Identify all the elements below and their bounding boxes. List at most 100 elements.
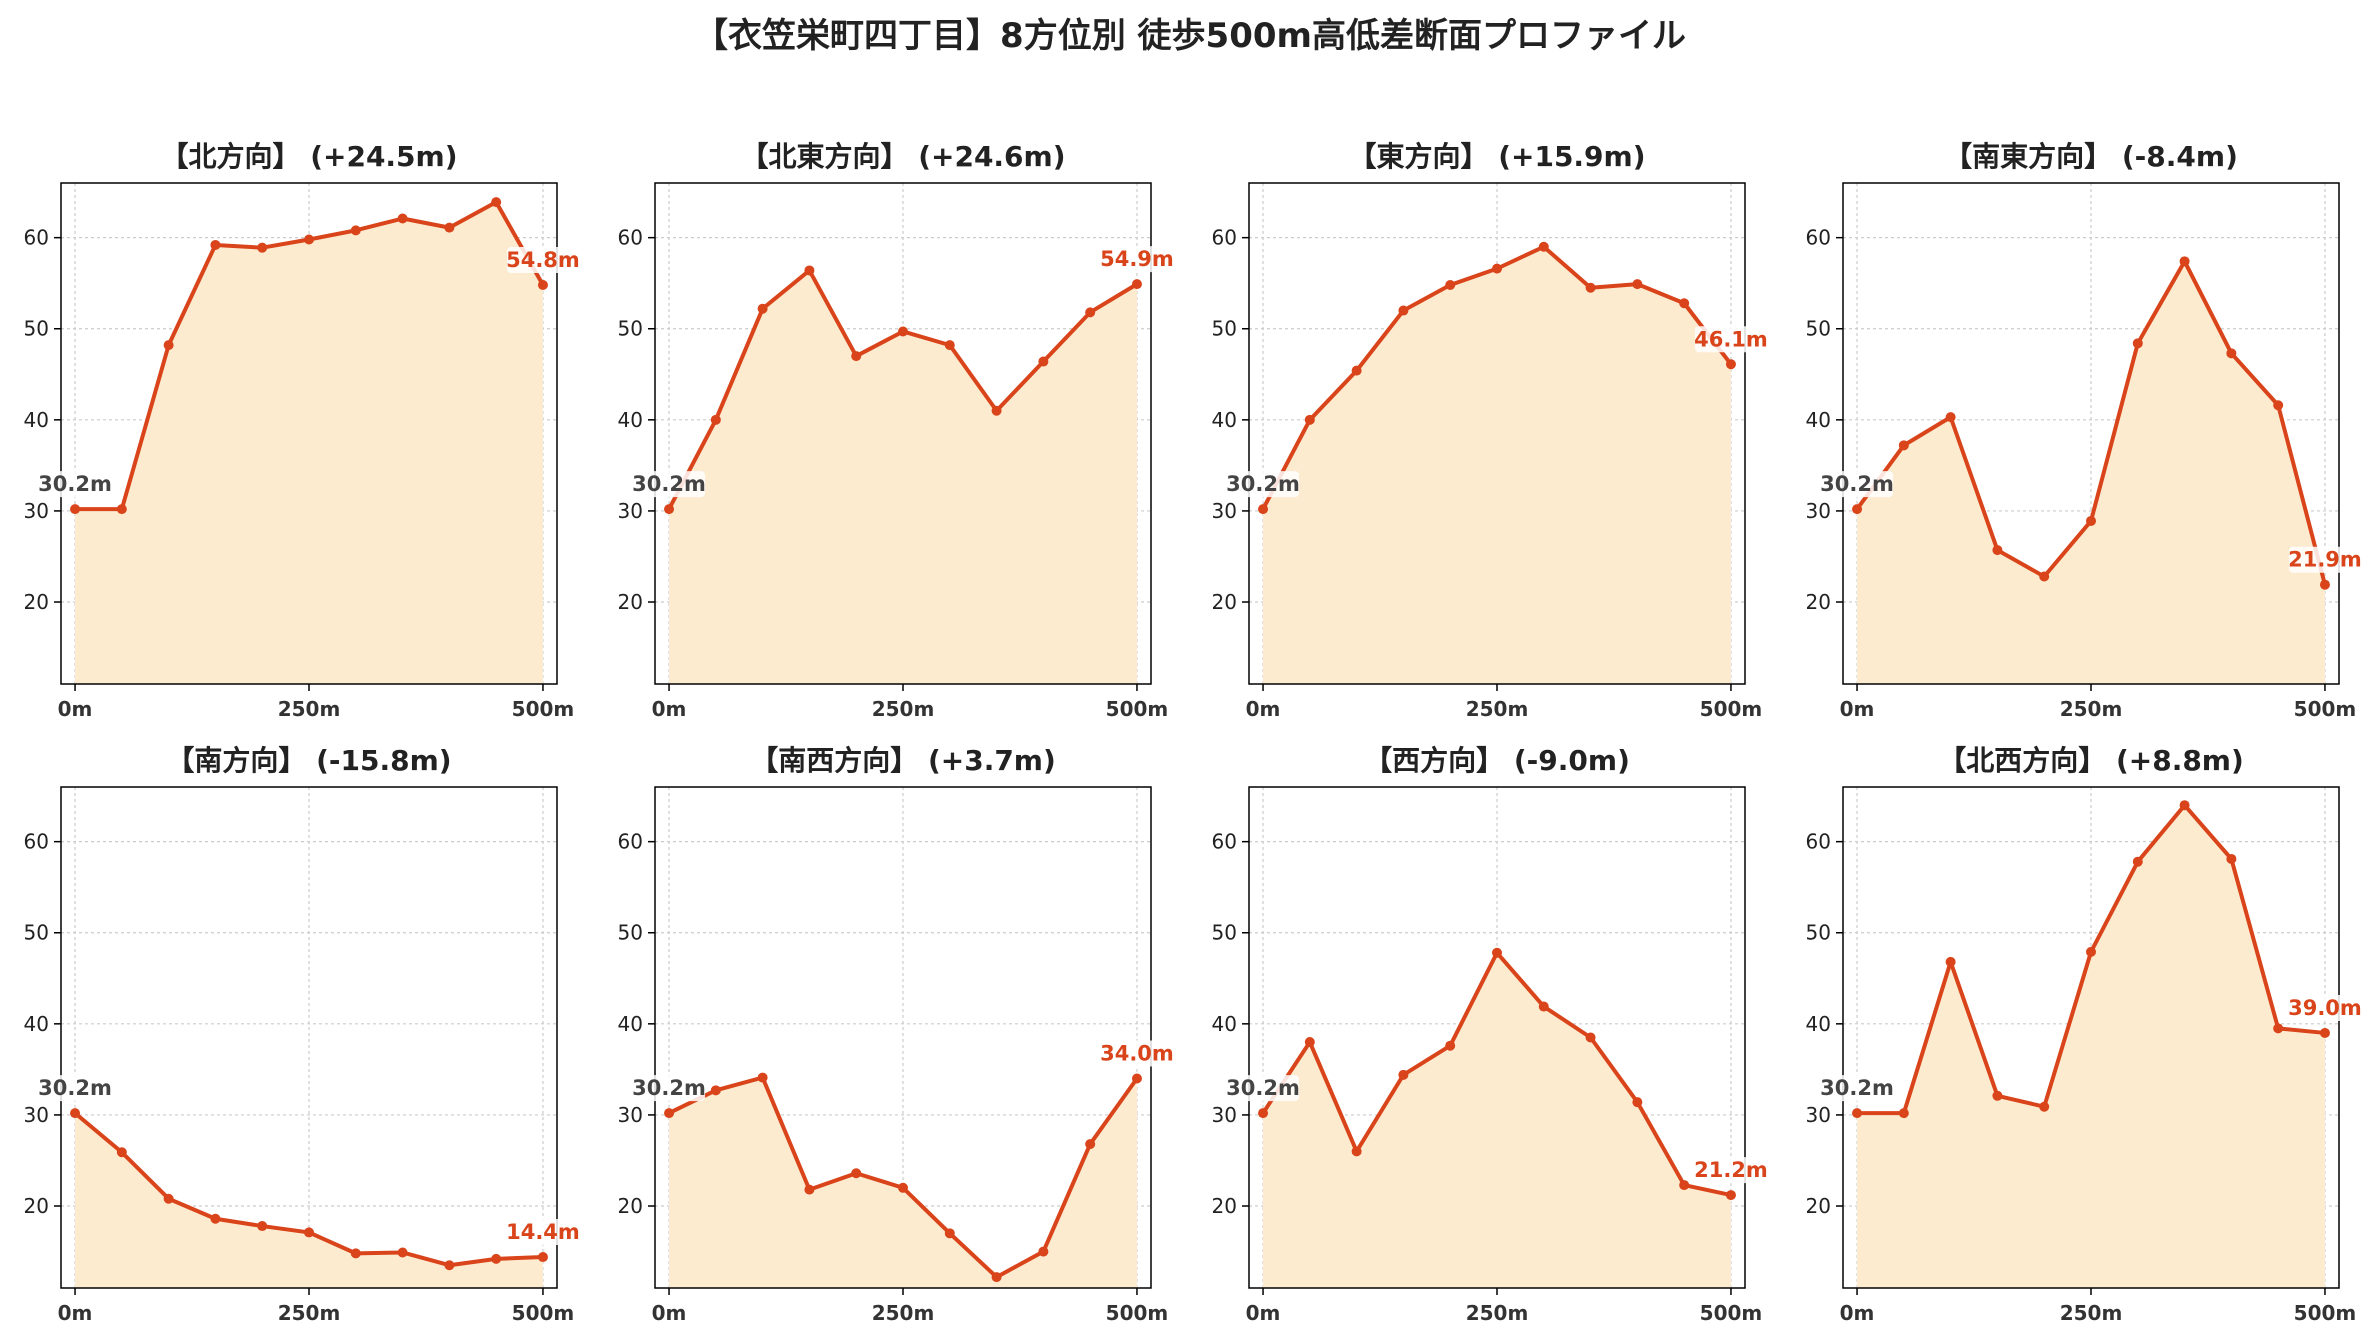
chart-panel-7: 【北西方向】 (+8.8m) 20 30 40 50 60 0m 250m 500m 30.2m 3… [1806, 744, 2362, 1325]
y-tick-label: 50 [24, 921, 49, 945]
data-point [2226, 853, 2237, 864]
start-label: 30.2m [1226, 1076, 1300, 1100]
x-tick-label: 250m [872, 697, 935, 721]
x-tick-label: 0m [58, 1301, 93, 1325]
data-point [1038, 1246, 1049, 1257]
area-fill [1263, 246, 1731, 684]
y-tick-label: 50 [1806, 317, 1831, 341]
data-point [1398, 305, 1409, 316]
chart-panel-0: 【北方向】 (+24.5m) 20 30 40 50 60 0m 250m 500m 30.2m 5… [24, 140, 580, 721]
y-tick-label: 20 [618, 590, 643, 614]
data-point [991, 1272, 1002, 1283]
x-tick-label: 0m [1246, 697, 1281, 721]
data-point [257, 1221, 268, 1232]
start-label: 30.2m [632, 472, 706, 496]
y-tick-label: 40 [618, 408, 643, 432]
area-fill [669, 1077, 1137, 1288]
data-point [444, 1260, 455, 1271]
data-point [1492, 947, 1502, 958]
data-point [1304, 414, 1315, 425]
data-point [491, 1253, 502, 1264]
panel-title: 【東方向】 (+15.9m) [1348, 140, 1645, 173]
data-point [1398, 1069, 1409, 1080]
panel-title: 【南西方向】 (+3.7m) [750, 744, 1056, 777]
data-point [2086, 515, 2096, 526]
data-point [1725, 1190, 1736, 1201]
data-point [304, 1227, 314, 1238]
data-point [537, 1252, 548, 1263]
area-fill [75, 1113, 543, 1288]
data-point [1258, 504, 1269, 515]
y-tick-label: 40 [618, 1012, 643, 1036]
data-point [350, 225, 361, 236]
data-point [70, 504, 81, 515]
x-tick-label: 500m [512, 1301, 575, 1325]
data-point [304, 234, 314, 245]
data-point [1258, 1108, 1269, 1119]
data-point [257, 242, 268, 253]
y-tick-label: 30 [618, 499, 643, 523]
data-point [851, 351, 862, 362]
data-point [163, 1193, 174, 1204]
y-tick-label: 50 [1212, 317, 1237, 341]
start-label-bg [39, 1075, 112, 1102]
panel-title: 【南方向】 (-15.8m) [166, 744, 451, 777]
start-label: 30.2m [1226, 472, 1300, 496]
x-tick-label: 500m [1700, 697, 1763, 721]
start-label: 30.2m [38, 472, 112, 496]
data-point [2179, 256, 2190, 267]
data-point [1131, 279, 1142, 290]
data-point [898, 326, 908, 337]
y-tick-label: 30 [1806, 499, 1831, 523]
y-tick-label: 40 [24, 1012, 49, 1036]
data-point [1632, 1097, 1643, 1108]
x-tick-label: 250m [278, 697, 341, 721]
data-point [1992, 1090, 2003, 1101]
data-point [1538, 1001, 1549, 1012]
data-point [1898, 1108, 1909, 1119]
data-point [163, 340, 174, 351]
x-tick-label: 500m [1700, 1301, 1763, 1325]
data-point [1351, 365, 1362, 376]
chart-panel-1: 【北東方向】 (+24.6m) 20 30 40 50 60 0m 250m 500m 30.2m… [618, 140, 1174, 721]
start-label-bg [39, 471, 112, 498]
data-point [710, 1085, 721, 1096]
data-point [116, 1147, 127, 1158]
end-label: 54.8m [506, 248, 580, 272]
y-tick-label: 60 [1806, 226, 1831, 250]
x-tick-label: 250m [278, 1301, 341, 1325]
data-point [664, 504, 675, 515]
data-point [1445, 280, 1456, 291]
data-point [116, 504, 127, 515]
y-tick-label: 30 [618, 1103, 643, 1127]
y-tick-label: 60 [24, 226, 49, 250]
y-tick-label: 50 [24, 317, 49, 341]
data-point [1852, 1108, 1863, 1119]
x-tick-label: 250m [2060, 697, 2123, 721]
chart-panel-5: 【南西方向】 (+3.7m) 20 30 40 50 60 0m 250m 500m 30.2m 3… [618, 744, 1174, 1325]
y-tick-label: 40 [24, 408, 49, 432]
x-tick-label: 250m [1466, 1301, 1529, 1325]
x-tick-label: 0m [1246, 1301, 1281, 1325]
start-label-bg [1227, 471, 1300, 498]
data-point [944, 340, 955, 351]
data-point [350, 1248, 361, 1259]
data-point [2039, 1101, 2050, 1112]
data-point [70, 1108, 81, 1119]
y-tick-label: 60 [618, 226, 643, 250]
area-fill [1857, 805, 2325, 1288]
figure-title: 【衣笠栄町四丁目】8方位別 徒歩500m高低差断面プロファイル [694, 16, 1686, 56]
y-tick-label: 50 [618, 317, 643, 341]
x-tick-label: 250m [872, 1301, 935, 1325]
data-point [2132, 338, 2143, 349]
area-fill [669, 270, 1137, 684]
data-point [2132, 856, 2143, 867]
start-label-bg [633, 1075, 706, 1102]
x-tick-label: 500m [1106, 1301, 1169, 1325]
data-point [757, 1072, 768, 1083]
data-point [2086, 946, 2096, 957]
data-point [2179, 800, 2190, 811]
y-tick-label: 50 [1806, 921, 1831, 945]
data-point [1852, 504, 1863, 515]
start-label: 30.2m [1820, 472, 1894, 496]
